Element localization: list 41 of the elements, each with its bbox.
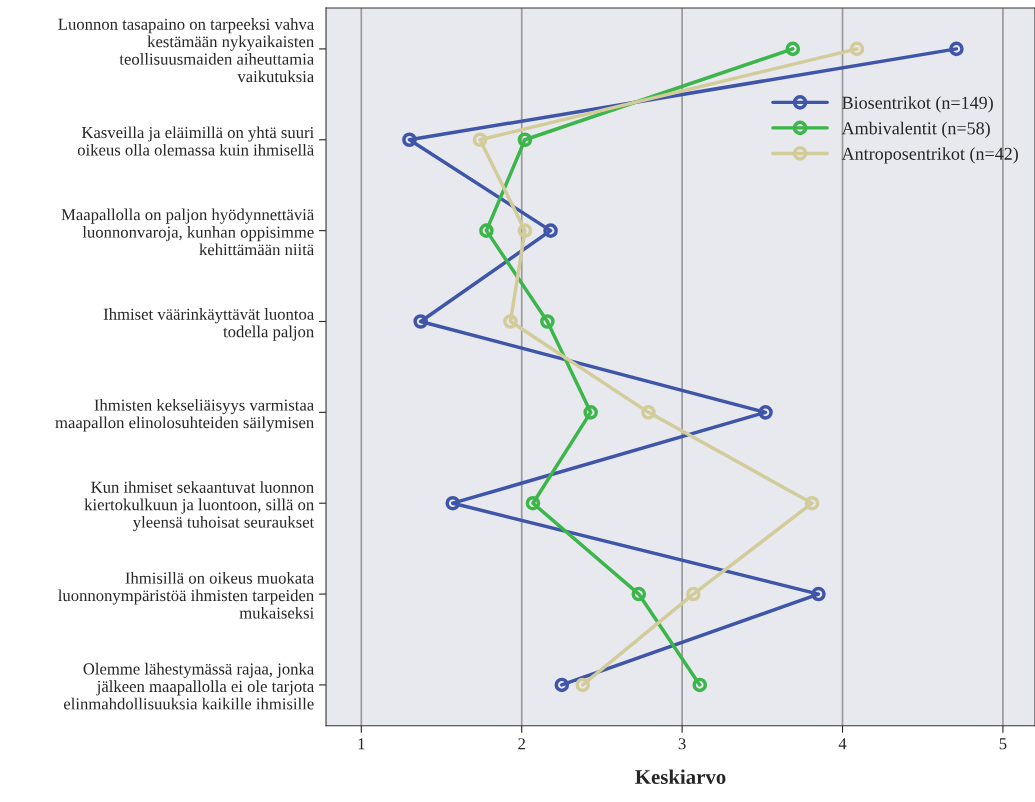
- point: [479, 223, 494, 238]
- point: [575, 677, 590, 693]
- y-tick-label: Kasveilla ja eläimillä on yhtä suuri oikeus olla olemassa kuin ihmisellä: [77, 126, 314, 156]
- legend-label: Ambivalentit (n=58): [841, 121, 990, 139]
- point: [517, 223, 533, 238]
- point: [583, 405, 598, 420]
- point: [692, 677, 708, 693]
- x-tick-label: 3: [678, 738, 686, 750]
- point: [811, 586, 826, 602]
- x-tick-label: 5: [999, 738, 1007, 750]
- point: [517, 132, 533, 148]
- legend-label: Antroposentrikot (n=42): [841, 147, 1018, 164]
- point: [503, 314, 518, 329]
- x-tick-label: 4: [838, 738, 847, 750]
- point: [525, 495, 541, 511]
- point: [554, 677, 570, 693]
- point: [849, 41, 865, 57]
- y-tick-label: Luonnon tasapaino on tarpeeksi vahva kestämään nykyaikaisten teollisuusmaiden aiheuttamia vaikutuksia: [58, 18, 314, 83]
- point: [785, 41, 801, 57]
- x-tick-label: 2: [518, 738, 525, 750]
- point: [413, 314, 428, 329]
- y-tick-label: Maapallolla on paljon hyödynnettäviä luonnonvaroja, kunhan oppisimme kehittämään niitä: [61, 208, 314, 256]
- point: [631, 586, 647, 602]
- y-tick-label: Ihmiset väärinkäyttävät luontoa todella paljon: [103, 308, 314, 341]
- x-axis-title: Keskiarvo: [635, 769, 726, 785]
- point: [949, 41, 964, 57]
- x-tick-label: 1: [358, 738, 365, 750]
- legend-label: Biosentrikot (n=149): [842, 96, 993, 113]
- y-tick-label: Ihmisillä on oikeus muokata luonnonympäristöä ihmisten tarpeiden mukaiseksi: [58, 571, 314, 619]
- y-tick-label: Ihmisten kekseliäisyys varmistaa maapallon elinolosuhteiden säilymisen: [55, 398, 314, 432]
- point: [804, 495, 820, 511]
- point: [472, 132, 488, 148]
- point: [686, 586, 701, 602]
- point: [540, 314, 555, 329]
- y-tick-label: Olemme lähestymässä rajaa, jonka jälkeen maapallolla ei ole tarjota elinmahdollisuuksia kaikille ihmisille: [63, 662, 314, 710]
- point: [445, 495, 461, 511]
- y-tick-label: Kun ihmiset sekaantuvat luonnon kiertokulkuun ja luontoon, sillä on yleensä tuhoisat seuraukset: [84, 481, 315, 532]
- point: [641, 405, 656, 420]
- point: [758, 405, 773, 420]
- point: [543, 223, 558, 238]
- point: [402, 132, 417, 148]
